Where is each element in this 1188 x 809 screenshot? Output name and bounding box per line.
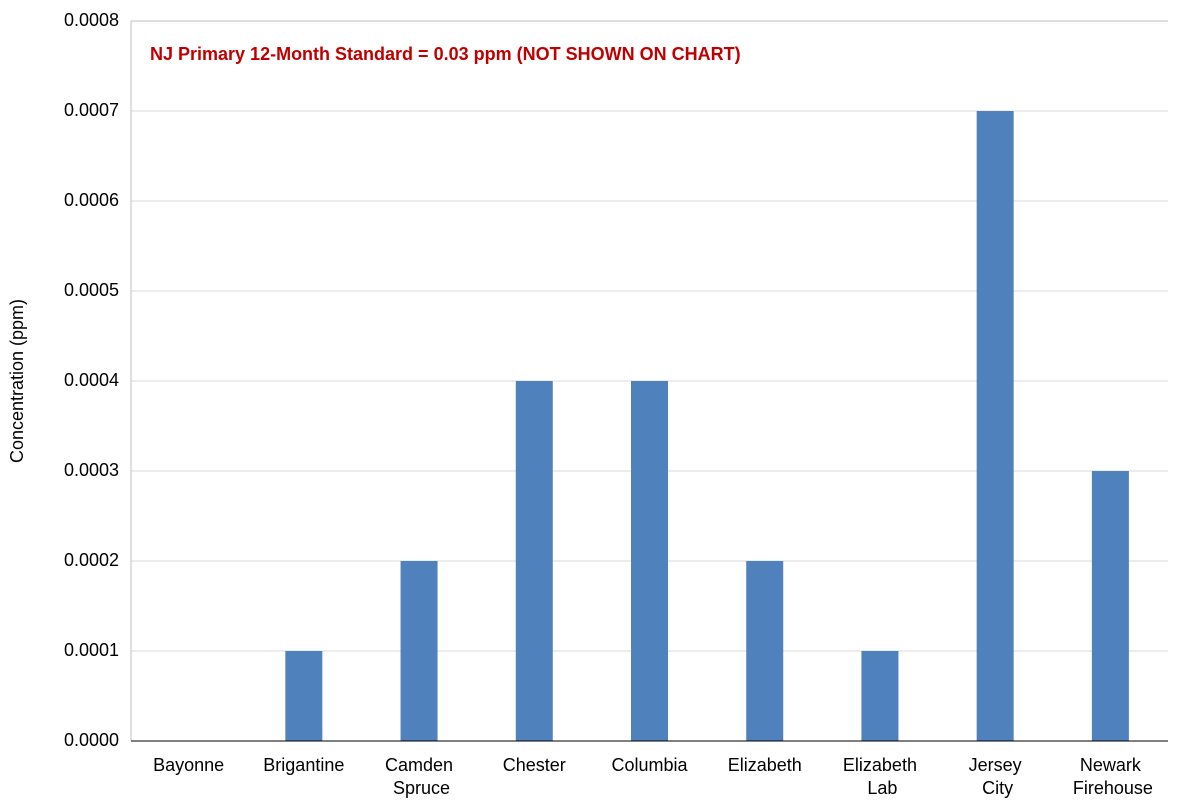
bar	[285, 651, 323, 741]
y-tick-label: 0.0002	[64, 550, 119, 570]
x-tick-label: Camden Spruce	[385, 755, 453, 798]
x-tick-label: Newark Firehouse	[1068, 755, 1153, 798]
y-tick-label: 0.0006	[64, 190, 119, 210]
x-tick-label: Elizabeth Lab	[843, 755, 917, 798]
x-tick-label: Jersey City	[969, 755, 1022, 798]
x-tick-label: Brigantine	[263, 755, 344, 775]
bar	[515, 381, 553, 741]
bar	[1091, 471, 1129, 741]
y-tick-label: 0.0005	[64, 280, 119, 300]
y-tick-label: 0.0008	[64, 10, 119, 30]
x-tick-label: Bayonne	[153, 755, 224, 775]
bar	[861, 651, 899, 741]
y-tick-label: 0.0001	[64, 640, 119, 660]
y-tick-label: 0.0003	[64, 460, 119, 480]
y-tick-label: 0.0000	[64, 730, 119, 750]
annotation: NJ Primary 12-Month Standard = 0.03 ppm …	[150, 44, 741, 64]
y-axis-title: Concentration (ppm)	[7, 299, 27, 463]
x-tick-label: Elizabeth	[728, 755, 802, 775]
y-tick-label: 0.0004	[64, 370, 119, 390]
bar	[976, 111, 1014, 741]
bar	[746, 561, 784, 741]
bar	[631, 381, 668, 741]
x-tick-label: Columbia	[611, 755, 688, 775]
x-tick-label: Chester	[503, 755, 566, 775]
y-tick-label: 0.0007	[64, 100, 119, 120]
bar	[400, 561, 438, 741]
